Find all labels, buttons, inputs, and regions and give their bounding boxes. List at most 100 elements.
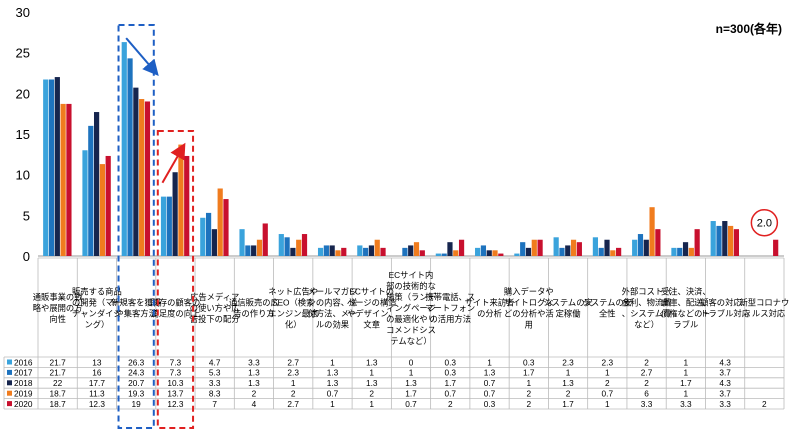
bar-2017 bbox=[48, 79, 55, 256]
bar-2019 bbox=[570, 239, 577, 256]
bar-2020 bbox=[184, 155, 190, 256]
bar-2018 bbox=[447, 242, 453, 256]
legend-swatch-2019 bbox=[7, 390, 12, 396]
bar-2016 bbox=[278, 234, 284, 256]
data-value: 7.3 bbox=[170, 368, 182, 378]
bar-2017 bbox=[559, 247, 565, 256]
bar-2020 bbox=[694, 229, 700, 256]
bar-2019 bbox=[649, 207, 655, 256]
bar-2017 bbox=[480, 245, 487, 256]
category-label: 購入データやサイトログなどの分析や活用 bbox=[504, 287, 554, 330]
category-label: 新型コロナウィルス対応 bbox=[739, 298, 789, 319]
bar-2019 bbox=[217, 188, 223, 256]
data-value: 2 bbox=[762, 399, 767, 409]
bar-2020 bbox=[341, 247, 347, 256]
data-value: 8.3 bbox=[209, 389, 221, 399]
data-value: 12.3 bbox=[167, 399, 184, 409]
y-tick-label: 30 bbox=[16, 5, 30, 20]
data-value: 4.3 bbox=[719, 378, 731, 388]
bar-2020 bbox=[301, 234, 308, 256]
bar-2017 bbox=[402, 247, 408, 256]
bar-2018 bbox=[408, 245, 414, 256]
bar-2020 bbox=[419, 250, 425, 256]
bar-2020 bbox=[498, 253, 504, 256]
data-value: 1.3 bbox=[405, 378, 417, 388]
bar-2019 bbox=[139, 99, 145, 256]
bar-2019 bbox=[728, 225, 734, 256]
bar-2016 bbox=[82, 150, 88, 256]
data-value: 24.3 bbox=[128, 368, 145, 378]
category-label: 受注、決済、倉庫、配送、債権などのトラブル bbox=[661, 287, 711, 330]
data-value: 1.3 bbox=[248, 378, 260, 388]
bar-2017 bbox=[637, 234, 644, 256]
data-value: 2.3 bbox=[602, 357, 614, 367]
y-tick-label: 10 bbox=[16, 168, 30, 183]
bar-2019 bbox=[413, 242, 420, 256]
y-tick-label: 20 bbox=[16, 86, 30, 101]
category-label: メールマガジンの内容、送付方法、メールの効果 bbox=[308, 287, 358, 330]
bar-2020 bbox=[66, 103, 72, 256]
bar-2019 bbox=[296, 239, 302, 256]
data-value: 7.3 bbox=[170, 357, 182, 367]
data-value: 2 bbox=[369, 389, 374, 399]
data-value: 1 bbox=[409, 368, 414, 378]
data-value: 18.7 bbox=[50, 399, 67, 409]
bar-2020 bbox=[655, 229, 661, 256]
bar-2017 bbox=[323, 245, 329, 256]
bar-2018 bbox=[251, 245, 257, 256]
category-label: 販売する商品の開発（マーチャンダイジング） bbox=[72, 287, 122, 330]
data-value: 13 bbox=[92, 357, 102, 367]
data-value: 1 bbox=[605, 399, 610, 409]
data-value: 0.7 bbox=[602, 389, 614, 399]
data-value: 2.7 bbox=[287, 399, 299, 409]
data-value: 2 bbox=[448, 399, 453, 409]
data-value: 11.3 bbox=[89, 389, 105, 399]
bar-2016 bbox=[710, 221, 716, 256]
bar-2020 bbox=[576, 242, 582, 256]
y-tick-label: 15 bbox=[16, 127, 30, 142]
bar-2017 bbox=[166, 196, 172, 256]
bar-2018 bbox=[133, 87, 139, 256]
data-value: 2.3 bbox=[562, 357, 574, 367]
data-value: 1 bbox=[330, 399, 335, 409]
bar-2018 bbox=[486, 250, 492, 256]
category-label: 通販事業の戦略や展開の方向性 bbox=[33, 292, 83, 324]
category-label: 外部コスト（金利、物流費、システム費など） bbox=[622, 287, 672, 330]
highlight-circle bbox=[750, 208, 779, 237]
data-value: 3.3 bbox=[209, 378, 221, 388]
data-value: 1 bbox=[526, 378, 531, 388]
bar-2019 bbox=[256, 239, 263, 256]
highlight-box-existing-customer bbox=[156, 130, 195, 429]
data-value: 0.3 bbox=[444, 357, 456, 367]
data-value: 3.3 bbox=[719, 399, 731, 409]
data-value: 17.7 bbox=[89, 378, 106, 388]
category-label: ネット広告や SEO（検索エンジン最適化） bbox=[268, 287, 318, 330]
bar-2017 bbox=[363, 247, 369, 256]
bar-2016 bbox=[435, 253, 441, 256]
data-value: 1 bbox=[369, 399, 374, 409]
bar-2020 bbox=[144, 101, 151, 256]
sample-size-note: n=300(各年) bbox=[715, 22, 782, 36]
bar-2019 bbox=[374, 239, 380, 256]
bar-2018 bbox=[525, 247, 532, 256]
data-value: 1.7 bbox=[562, 399, 574, 409]
bar-2017 bbox=[520, 242, 526, 256]
bar-2018 bbox=[604, 239, 610, 256]
bar-2019 bbox=[531, 239, 537, 256]
bar-2016 bbox=[317, 247, 324, 256]
bar-2017 bbox=[598, 247, 604, 256]
data-value: 1.3 bbox=[366, 357, 378, 367]
legend-swatch-2020 bbox=[7, 401, 12, 407]
bar-2017 bbox=[127, 58, 133, 256]
data-value: 1 bbox=[605, 368, 610, 378]
data-value: 2 bbox=[526, 389, 531, 399]
bar-2019 bbox=[610, 250, 616, 256]
data-value: 20.7 bbox=[128, 378, 145, 388]
data-value: 2 bbox=[644, 357, 649, 367]
data-value: 2 bbox=[644, 378, 649, 388]
data-value: 1.3 bbox=[327, 368, 339, 378]
data-value: 1 bbox=[330, 357, 335, 367]
bar-2017 bbox=[677, 247, 683, 256]
bar-2017 bbox=[441, 253, 447, 256]
category-label: ECサイトのページの構造やデザイン、文章 bbox=[347, 287, 397, 330]
